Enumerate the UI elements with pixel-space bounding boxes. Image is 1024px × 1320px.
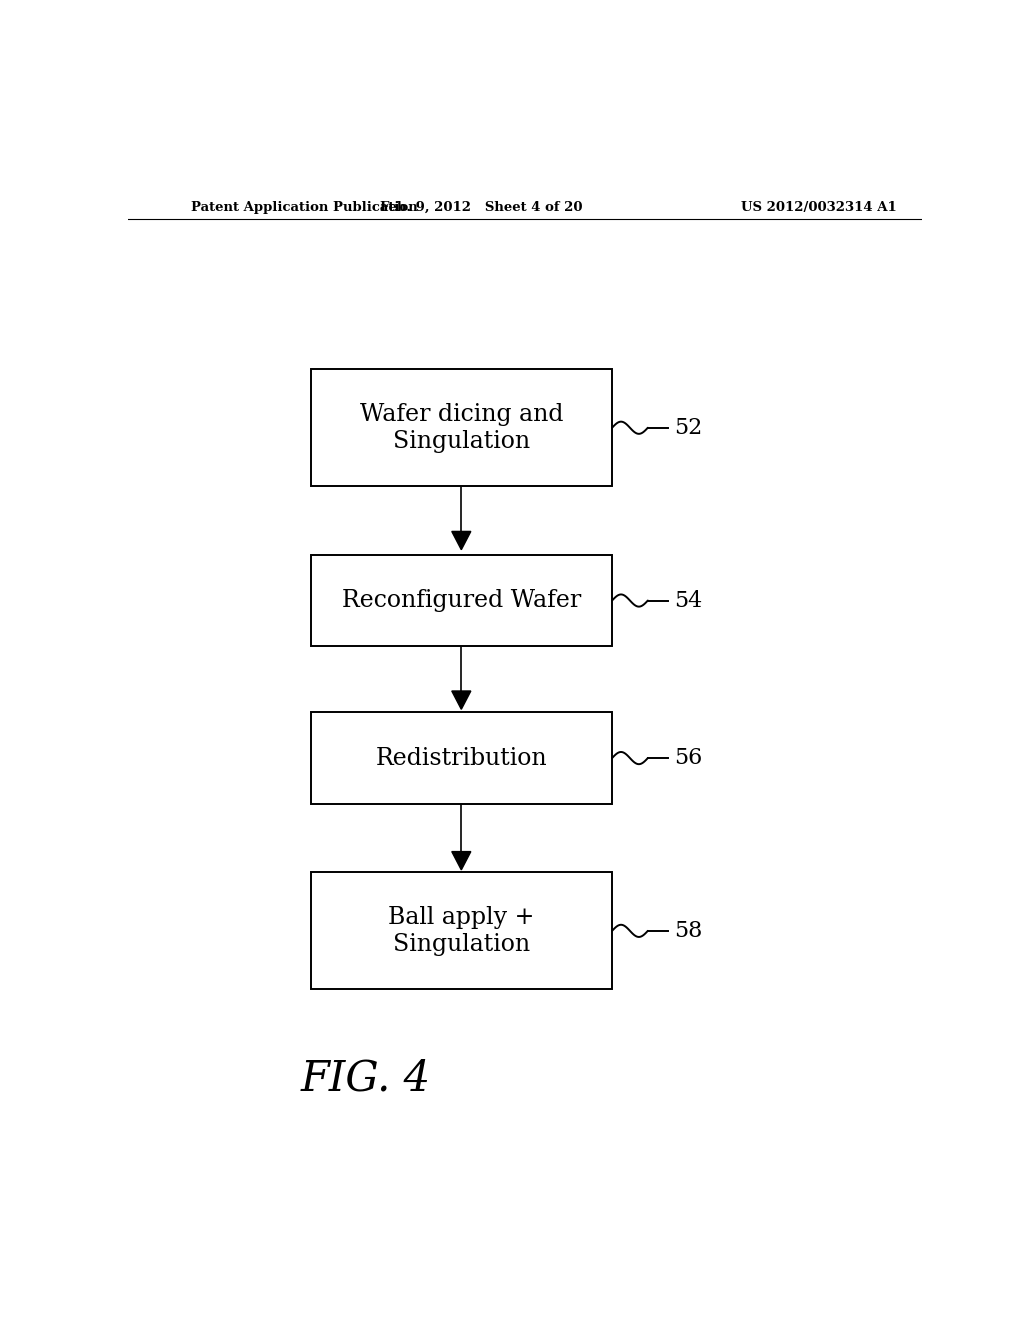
Text: Ball apply +
Singulation: Ball apply + Singulation bbox=[388, 906, 535, 956]
Polygon shape bbox=[452, 532, 471, 549]
Text: 54: 54 bbox=[674, 590, 702, 611]
Polygon shape bbox=[452, 851, 471, 870]
Bar bbox=[310, 713, 612, 804]
Bar bbox=[310, 554, 612, 647]
Text: Redistribution: Redistribution bbox=[376, 747, 547, 770]
Bar bbox=[310, 873, 612, 989]
Text: Patent Application Publication: Patent Application Publication bbox=[191, 201, 418, 214]
Text: FIG. 4: FIG. 4 bbox=[301, 1057, 431, 1100]
Polygon shape bbox=[452, 690, 471, 709]
Text: 58: 58 bbox=[674, 920, 702, 942]
Text: 56: 56 bbox=[674, 747, 702, 770]
Text: 52: 52 bbox=[674, 417, 702, 438]
Text: US 2012/0032314 A1: US 2012/0032314 A1 bbox=[740, 201, 896, 214]
Bar bbox=[310, 370, 612, 486]
Text: Wafer dicing and
Singulation: Wafer dicing and Singulation bbox=[359, 403, 563, 453]
Text: Reconfigured Wafer: Reconfigured Wafer bbox=[342, 589, 581, 612]
Text: Feb. 9, 2012   Sheet 4 of 20: Feb. 9, 2012 Sheet 4 of 20 bbox=[380, 201, 583, 214]
